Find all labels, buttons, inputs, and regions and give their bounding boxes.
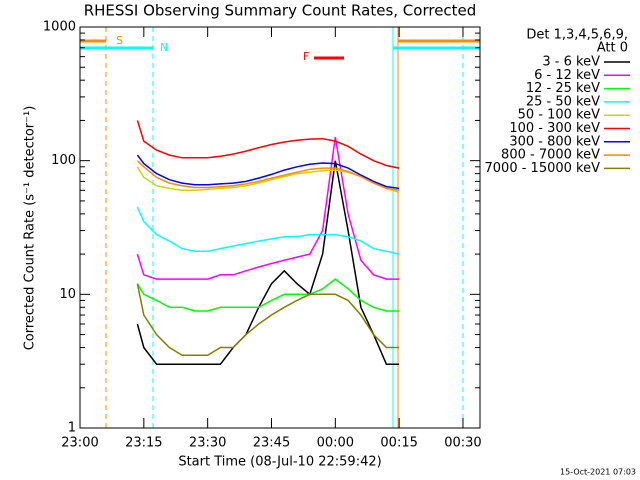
legend-label: 6 - 12 keV (534, 68, 600, 83)
y-tick-label: 1000 (43, 20, 76, 35)
series-line (136, 278, 400, 312)
plot-frame (79, 26, 481, 429)
x-tick-label: 23:15 (125, 436, 162, 451)
footer: 15-Oct-2021 07:03 (560, 468, 636, 477)
legend-label: 12 - 25 keV (526, 81, 600, 96)
legend-header: Att 0 (597, 41, 628, 56)
legend-label: 3 - 6 keV (542, 55, 600, 70)
y-tick-label: 10 (59, 287, 76, 302)
series-line (136, 283, 400, 357)
series-line (136, 206, 400, 255)
x-tick-label: 00:00 (317, 436, 354, 451)
x-tick-label: 00:15 (380, 436, 417, 451)
legend-label: 25 - 50 keV (526, 94, 600, 109)
legend-label: 50 - 100 keV (518, 108, 601, 123)
legend-label: 800 - 7000 keV (501, 148, 600, 163)
x-tick-label: 23:00 (61, 436, 98, 451)
legend-label: 100 - 300 keV (509, 121, 600, 136)
x-tick-label: 23:30 (189, 436, 226, 451)
series-line (136, 160, 400, 192)
legend-header: Det 1,3,4,5,6,9, (526, 28, 628, 43)
x-tick-label: 23:45 (253, 436, 290, 451)
annotation: N (160, 41, 168, 54)
y-tick-label: 100 (51, 153, 76, 168)
y-axis-label: Corrected Count Rate (s⁻¹ detector⁻¹) (23, 106, 38, 351)
series-line (136, 136, 400, 280)
series-line (136, 154, 400, 190)
legend-label: 7000 - 15000 keV (485, 161, 601, 176)
annotation: F (303, 50, 309, 63)
annotation: S (116, 34, 123, 47)
legend-label: 300 - 800 keV (509, 134, 600, 149)
series-line (136, 160, 400, 365)
x-axis-label: Start Time (08-Jul-10 22:59:42) (178, 455, 381, 470)
x-tick-label: 00:30 (444, 436, 481, 451)
series-line (136, 120, 400, 169)
chart-title: RHESSI Observing Summary Count Rates, Co… (84, 2, 477, 20)
y-tick-label: 1 (68, 421, 76, 436)
